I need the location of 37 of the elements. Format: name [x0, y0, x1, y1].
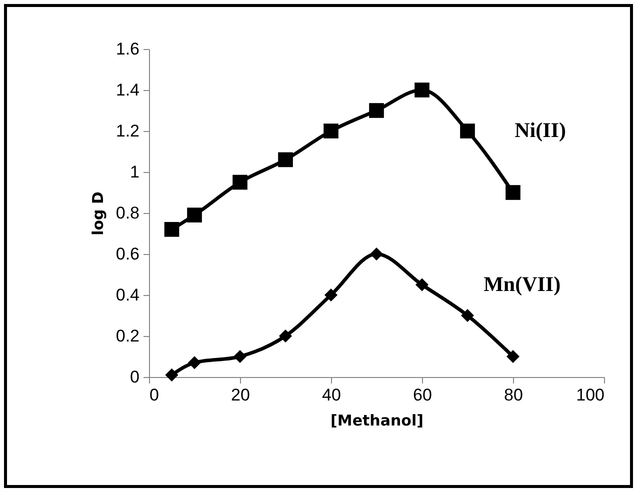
- y-tick-label: 0.6: [116, 244, 140, 264]
- point: [324, 288, 338, 302]
- point: [460, 308, 474, 322]
- point: [278, 152, 293, 168]
- point: [506, 350, 520, 364]
- x-tick-label: 20: [231, 386, 250, 404]
- point: [232, 174, 248, 190]
- point: [187, 208, 202, 222]
- y-tick-label: 0.2: [116, 326, 140, 346]
- point: [165, 368, 178, 382]
- y-tick-label: 1: [130, 162, 140, 182]
- y-tick-label: 0: [130, 368, 140, 386]
- point: [415, 278, 429, 292]
- y-tick-label: 1.6: [116, 40, 140, 58]
- point: [414, 82, 430, 98]
- x-tick-label: 0: [150, 386, 159, 404]
- point: [506, 185, 520, 200]
- y-tick-label: 1.2: [116, 122, 140, 140]
- x-tick-label: 60: [413, 386, 432, 404]
- point: [324, 124, 338, 138]
- x-axis-title: [Methanol]: [330, 412, 424, 430]
- y-tick-label: 0.4: [116, 286, 140, 304]
- x-tick-label: 80: [504, 386, 523, 404]
- point: [233, 350, 247, 364]
- point: [369, 103, 384, 118]
- series-label: Mn(VII): [484, 272, 561, 296]
- point: [370, 247, 384, 261]
- point: [460, 124, 475, 138]
- point: [188, 356, 202, 370]
- y-tick-label: 0.8: [116, 204, 140, 222]
- x-tick-label: 40: [322, 386, 341, 404]
- y-tick-label: 1.4: [116, 80, 140, 100]
- series-label: Ni(II): [514, 118, 566, 142]
- x-tick-label: 100: [576, 386, 604, 404]
- point: [278, 329, 292, 343]
- point: [164, 222, 180, 237]
- y-axis-title: log D: [88, 192, 107, 236]
